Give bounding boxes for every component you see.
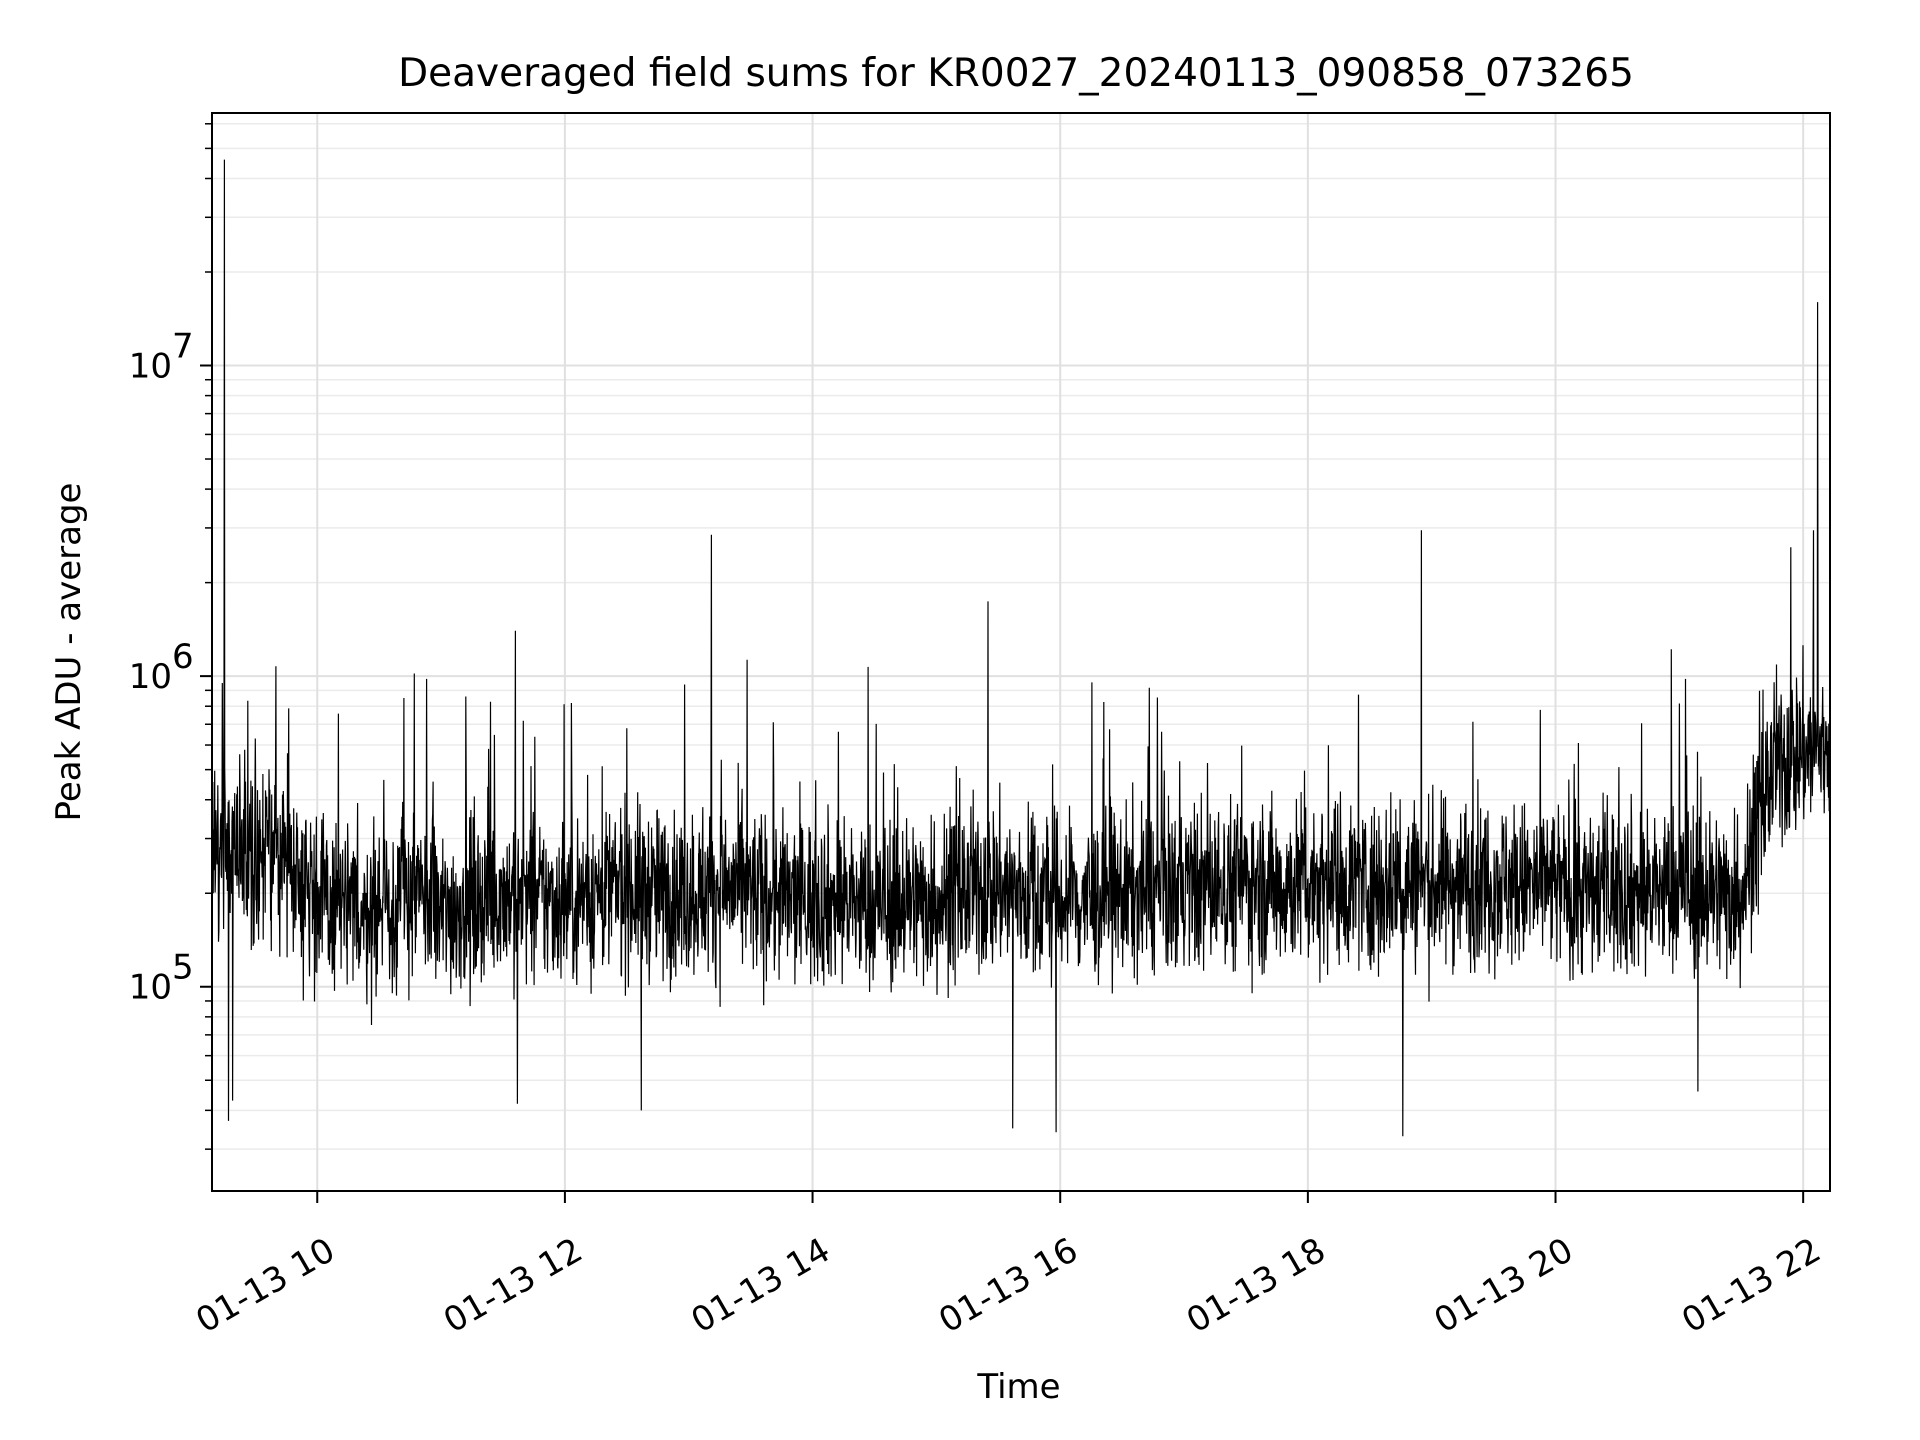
x-axis-label: Time [976, 1367, 1060, 1407]
y-tick-base: 10 [129, 657, 172, 697]
y-tick-exponent: 6 [172, 637, 194, 677]
plot-area [211, 159, 1831, 1137]
grid-lines [212, 113, 1830, 1191]
y-tick-label: 10 [129, 657, 172, 697]
axes-frame [211, 112, 1831, 1192]
y-tick-exponent: 7 [172, 327, 194, 367]
y-tick-base: 10 [129, 968, 172, 1008]
y-tick-base: 10 [129, 347, 172, 387]
y-axis-label: Peak ADU - average [49, 483, 89, 822]
y-tick-exponent: 5 [172, 948, 194, 988]
y-tick-label: 10 [129, 347, 172, 387]
chart-title: Deaveraged field sums for KR0027_2024011… [398, 51, 1634, 96]
y-tick-label: 10 [129, 968, 172, 1008]
series-line [211, 159, 1831, 1137]
